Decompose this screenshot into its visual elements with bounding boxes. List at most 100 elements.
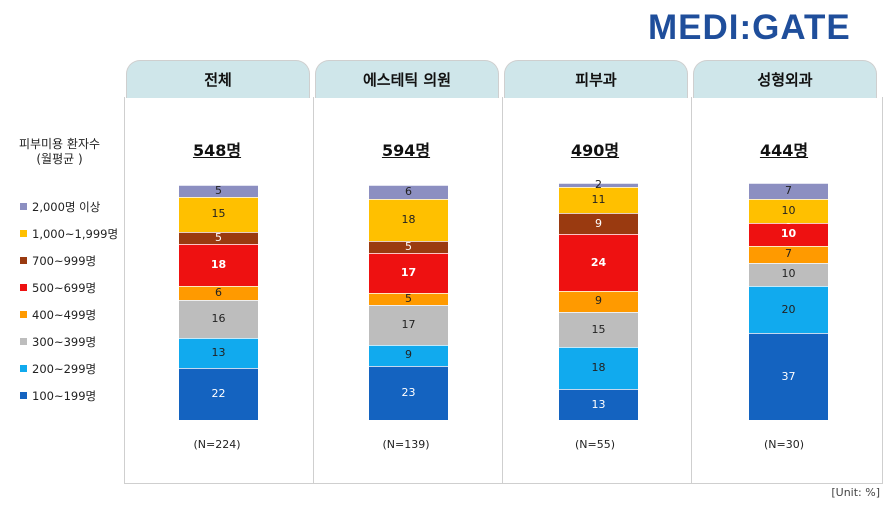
- bar-segment: [559, 234, 638, 291]
- bar-segment: [369, 365, 448, 420]
- bar-segment: [179, 337, 258, 369]
- legend-label: 300~399명: [32, 335, 97, 349]
- legend-swatch: [20, 365, 27, 372]
- bar-segment: [179, 368, 258, 420]
- data-label: 9: [595, 216, 602, 230]
- bar-segment: [179, 243, 258, 287]
- data-label: 5: [405, 240, 412, 254]
- data-label: 9: [595, 294, 602, 308]
- sample-size-label: (N=30): [763, 438, 805, 451]
- data-label: 5: [215, 230, 222, 244]
- column-divider: [691, 97, 692, 483]
- data-label: 23: [401, 385, 416, 399]
- data-label: 17: [400, 266, 417, 280]
- bar-segment: [559, 311, 638, 348]
- bar-segment: [749, 333, 828, 420]
- data-label: 2: [595, 178, 602, 191]
- column-header-aesthetic-clinic: 에스테틱 의원: [315, 60, 499, 98]
- legend-label: 700~999명: [32, 254, 97, 268]
- bar-segment: [179, 300, 258, 338]
- data-label: 17: [401, 317, 416, 331]
- stacked-bar: 3720107100107: [749, 182, 828, 420]
- column-header-plastic-surgery: 성형외과: [693, 60, 877, 98]
- bar-segment: [749, 222, 828, 247]
- data-label: 18: [591, 361, 606, 375]
- legend-swatch: [20, 392, 27, 399]
- data-label: 16: [211, 311, 226, 325]
- legend-swatch: [20, 203, 27, 210]
- bar-segment: [749, 262, 828, 287]
- row-title-line2: (월평균 ): [36, 152, 83, 166]
- bar-segment: [369, 304, 448, 345]
- data-label: 6: [215, 286, 222, 300]
- bar-segment: [559, 187, 638, 214]
- bar-segment: [369, 199, 448, 242]
- bar-segment: [749, 246, 828, 263]
- column-header-dermatology: 피부과: [504, 60, 688, 98]
- data-label: 15: [591, 322, 606, 336]
- data-label: 18: [210, 257, 227, 271]
- data-label: 24: [590, 255, 607, 269]
- total-value: 444명: [759, 141, 809, 160]
- row-title-line1: 피부미용 환자수: [18, 137, 101, 151]
- legend-swatch: [20, 284, 27, 291]
- legend-label: 400~499명: [32, 308, 97, 322]
- legend-swatch: [20, 311, 27, 318]
- bar-segment: [179, 185, 258, 197]
- legend-label: 2,000명 이상: [32, 200, 101, 214]
- column-header-total: 전체: [126, 60, 310, 98]
- bar-segment: [749, 182, 828, 200]
- bar-segment: [179, 286, 258, 301]
- bar-segment: [559, 213, 638, 235]
- data-label: 22: [211, 387, 226, 401]
- data-label: 10: [780, 227, 797, 241]
- bar-segment: [369, 241, 448, 254]
- data-label: 15: [211, 207, 226, 221]
- sample-size-label: (N=139): [382, 438, 430, 451]
- total-value: 548명: [192, 141, 242, 160]
- data-label: 20: [781, 302, 796, 316]
- bar-segment: [559, 389, 638, 420]
- stacked-bar: 22 13 16 6 18 5 15 5: [179, 183, 258, 420]
- data-label: 7: [785, 183, 792, 197]
- bar-segment: [369, 344, 448, 366]
- sample-size-label: (N=224): [193, 438, 241, 451]
- bar-segment: [369, 185, 448, 200]
- data-label: 18: [401, 213, 416, 227]
- data-label: 7: [785, 247, 792, 261]
- column-divider: [502, 97, 503, 483]
- data-label: 9: [405, 348, 412, 362]
- bar-segment: [179, 196, 258, 232]
- bar-segment: [749, 286, 828, 334]
- total-value: 594명: [381, 141, 431, 160]
- data-label: 6: [405, 185, 412, 199]
- data-label: 13: [211, 346, 226, 360]
- bar-segment: [369, 293, 448, 305]
- row-title: 피부미용 환자수 (월평균 ): [2, 137, 117, 167]
- medigate-logo: MEDI:GATE: [648, 8, 851, 47]
- sample-size-label: (N=55): [574, 438, 616, 451]
- column-divider: [313, 97, 314, 483]
- stacked-bar: 23 9 17 5 17 5 18 6: [369, 185, 448, 420]
- bar-segment: [369, 253, 448, 294]
- legend-swatch: [20, 257, 27, 264]
- bar-segment: [559, 290, 638, 312]
- data-label: 10: [781, 203, 796, 217]
- bar-segment: [749, 199, 828, 223]
- data-label: 5: [215, 183, 222, 197]
- unit-note: [Unit: %]: [831, 486, 880, 499]
- data-label: 11: [591, 193, 606, 207]
- data-label: 37: [781, 369, 796, 383]
- bar-segment: [179, 232, 258, 244]
- bar-segment: [559, 182, 638, 188]
- legend-label: 1,000~1,999명: [32, 227, 119, 241]
- data-label: 10: [781, 267, 796, 281]
- legend-label: 500~699명: [32, 281, 97, 295]
- total-value: 490명: [570, 141, 620, 160]
- legend-swatch: [20, 338, 27, 345]
- data-label: 5: [405, 291, 412, 305]
- bar-segment: [559, 347, 638, 390]
- stacked-bar: 13 18 15 9 24 9 11 2: [559, 179, 638, 420]
- legend-label: 100~199명: [32, 389, 97, 403]
- legend-swatch: [20, 230, 27, 237]
